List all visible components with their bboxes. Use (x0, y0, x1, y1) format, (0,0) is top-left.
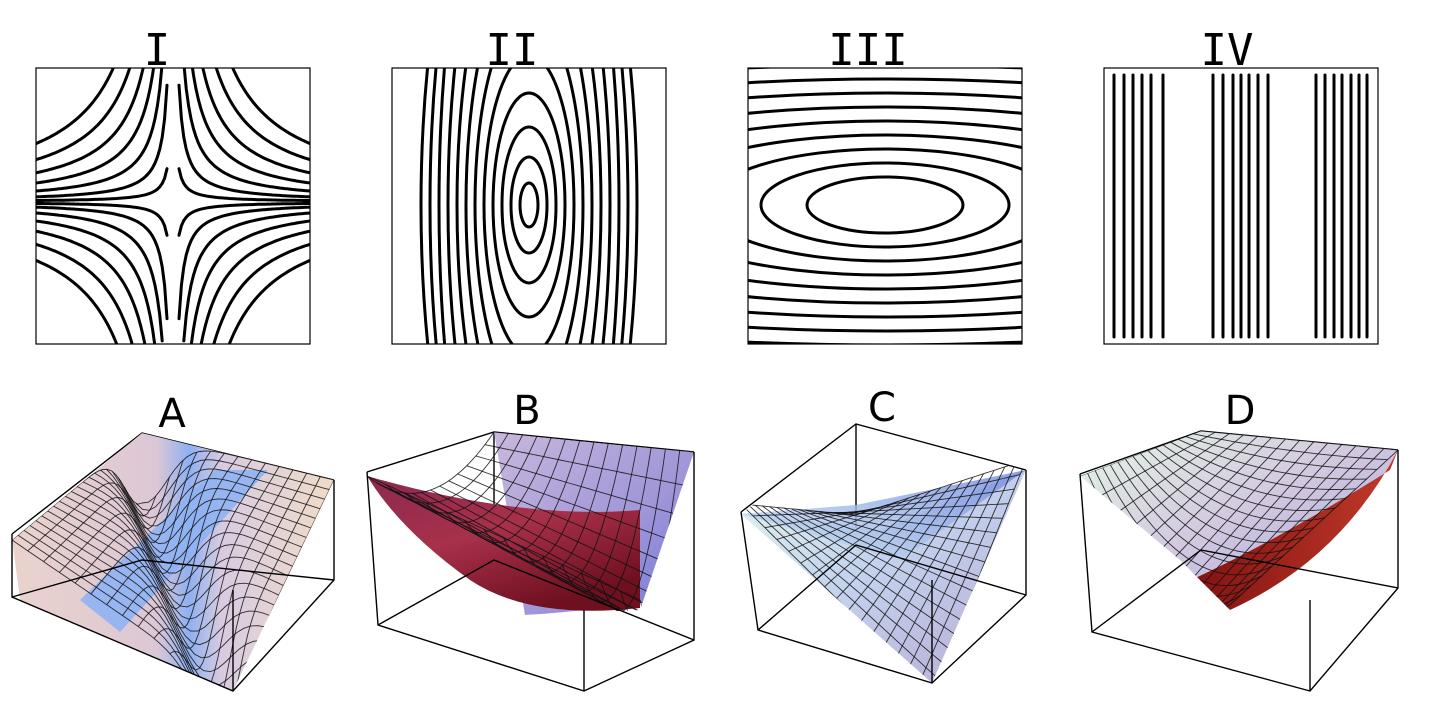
surface-label-b: B (513, 388, 540, 434)
surface-panel-b: B (367, 388, 694, 691)
surface-label-d: D (1225, 388, 1256, 434)
surface-panel-a: A (12, 391, 334, 721)
surface-d-parabolic-trough (1080, 431, 1398, 618)
surface-b-bowl (367, 432, 694, 631)
surface-panel-d: D (1080, 388, 1398, 691)
surface-c-saddle (741, 460, 1026, 693)
contour-panel-1: I (23, 25, 323, 350)
contour-frame-1 (36, 68, 310, 344)
surface-label-c: C (868, 385, 896, 431)
surface-a-trough (12, 433, 334, 721)
surface-panel-c: C (741, 385, 1026, 693)
contour-panel-4: IV (1104, 25, 1378, 344)
surface-label-a: A (158, 391, 186, 437)
